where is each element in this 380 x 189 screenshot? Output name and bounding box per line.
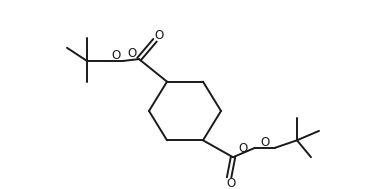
Text: O: O: [154, 29, 164, 42]
Text: O: O: [260, 136, 270, 149]
Text: O: O: [127, 47, 137, 60]
Text: O: O: [238, 142, 248, 155]
Text: O: O: [226, 177, 236, 189]
Text: O: O: [111, 49, 120, 62]
